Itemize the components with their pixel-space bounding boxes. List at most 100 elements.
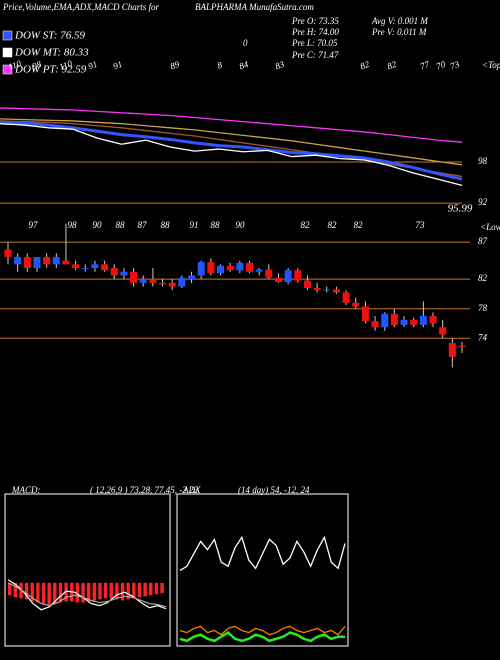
date-label: 83 bbox=[274, 59, 286, 72]
candle-body bbox=[43, 256, 51, 265]
date-label: 82 bbox=[386, 59, 398, 72]
date-label: 73 bbox=[449, 59, 461, 72]
date-label: 90 bbox=[236, 220, 246, 230]
title-center: BALPHARMA MunafaSutra.com bbox=[195, 2, 314, 12]
date-label: 8 bbox=[216, 59, 224, 70]
date-label: 77 bbox=[419, 59, 431, 72]
panel-label: MACD: bbox=[11, 485, 41, 495]
date-label: 98 bbox=[68, 220, 78, 230]
candle-body bbox=[23, 256, 31, 269]
date-label: 110 bbox=[58, 58, 74, 72]
candle-body bbox=[313, 288, 321, 291]
candle-body bbox=[294, 270, 302, 281]
histogram-bar bbox=[36, 582, 40, 603]
candle-body bbox=[352, 302, 360, 307]
candle-body bbox=[62, 260, 70, 265]
date-label: 88 bbox=[116, 220, 126, 230]
legend-swatch bbox=[2, 30, 13, 41]
candle-body bbox=[332, 289, 340, 293]
candle-body bbox=[381, 313, 389, 328]
candle-body bbox=[14, 256, 22, 265]
date-label: 82 bbox=[328, 220, 338, 230]
candle-body bbox=[323, 289, 331, 291]
candle-body bbox=[139, 279, 147, 283]
candle-body bbox=[342, 292, 350, 303]
candle-body bbox=[303, 280, 311, 288]
series-line bbox=[0, 120, 463, 178]
candle-body bbox=[110, 268, 118, 276]
candle-body bbox=[361, 306, 369, 322]
candle-body bbox=[120, 271, 128, 276]
candle-body bbox=[255, 269, 263, 272]
candle-body bbox=[188, 275, 196, 280]
legend-swatch bbox=[2, 47, 13, 58]
y-tick-label: 92 bbox=[478, 197, 488, 207]
legend-label: DOW PT: 92.59 bbox=[14, 64, 87, 76]
candle-body bbox=[168, 282, 176, 287]
candle-body bbox=[226, 265, 234, 271]
date-label: 84 bbox=[238, 59, 250, 72]
candle-body bbox=[197, 262, 205, 276]
legend-label: DOW ST: 76.59 bbox=[14, 30, 85, 42]
histogram-bar bbox=[109, 582, 113, 599]
histogram-bar bbox=[154, 582, 159, 595]
side-note: <Tops bbox=[482, 60, 500, 70]
date-label: 91 bbox=[87, 59, 99, 71]
date-label: 82 bbox=[354, 220, 364, 230]
date-label: 97 bbox=[29, 220, 39, 230]
histogram-bar bbox=[8, 582, 12, 596]
histogram-bar bbox=[47, 582, 51, 605]
last-label: 95.99 bbox=[448, 203, 473, 215]
candle-body bbox=[245, 262, 253, 272]
candle-body bbox=[400, 319, 408, 325]
stat: Pre L: 70.05 bbox=[291, 38, 338, 48]
y-tick-label: 87 bbox=[478, 236, 488, 246]
side-note: <Lows bbox=[480, 222, 500, 232]
histogram-bar bbox=[87, 582, 91, 602]
candle-body bbox=[33, 256, 41, 269]
date-label: 82 bbox=[359, 59, 371, 72]
candle-body bbox=[236, 262, 244, 271]
legend-swatch bbox=[2, 64, 13, 75]
panel-params: ( 12,26,9 ) 73.28, 77.45, -2.22 bbox=[90, 485, 198, 495]
macd-frame bbox=[4, 493, 171, 647]
date-label: 88 bbox=[161, 220, 171, 230]
date-label: 88 bbox=[211, 220, 221, 230]
candle-body bbox=[448, 343, 456, 357]
date-label: 70 bbox=[435, 59, 447, 72]
adx-line bbox=[179, 625, 346, 636]
macd-line bbox=[7, 579, 167, 611]
date-label: 98 bbox=[31, 59, 43, 72]
histogram-bar bbox=[41, 582, 46, 604]
stat: Pre H: 74.00 bbox=[291, 27, 339, 37]
adx-frame bbox=[176, 493, 349, 647]
histogram-bar bbox=[126, 582, 130, 600]
date-label: 91 bbox=[190, 220, 199, 230]
histogram-bar bbox=[81, 582, 85, 603]
histogram-bar bbox=[132, 582, 136, 599]
series-line bbox=[0, 107, 463, 143]
panel-label: ADX bbox=[182, 485, 201, 495]
date-label: 91 bbox=[112, 59, 124, 71]
date-label: 87 bbox=[138, 220, 148, 230]
candle-body bbox=[52, 256, 60, 265]
candle-body bbox=[274, 277, 282, 283]
candle-body bbox=[159, 282, 167, 285]
histogram-bar bbox=[30, 582, 34, 602]
candle-body bbox=[284, 270, 292, 283]
candle-body bbox=[91, 264, 99, 269]
histogram-bar bbox=[103, 582, 108, 599]
candle-body bbox=[101, 264, 109, 271]
histogram-bar bbox=[64, 582, 68, 602]
y-tick-label: 78 bbox=[478, 303, 488, 313]
candle-body bbox=[130, 271, 138, 283]
histogram-bar bbox=[92, 582, 97, 601]
stat: Pre V: 0.011 M bbox=[371, 27, 427, 37]
histogram-bar bbox=[149, 582, 153, 596]
title-left: Price,Volume,EMA,ADX,MACD Charts for bbox=[2, 2, 159, 12]
date-label: 82 bbox=[301, 220, 311, 230]
legend-label: DOW MT: 80.33 bbox=[14, 47, 89, 59]
date-label: 73 bbox=[416, 220, 426, 230]
histogram-bar bbox=[160, 582, 164, 594]
